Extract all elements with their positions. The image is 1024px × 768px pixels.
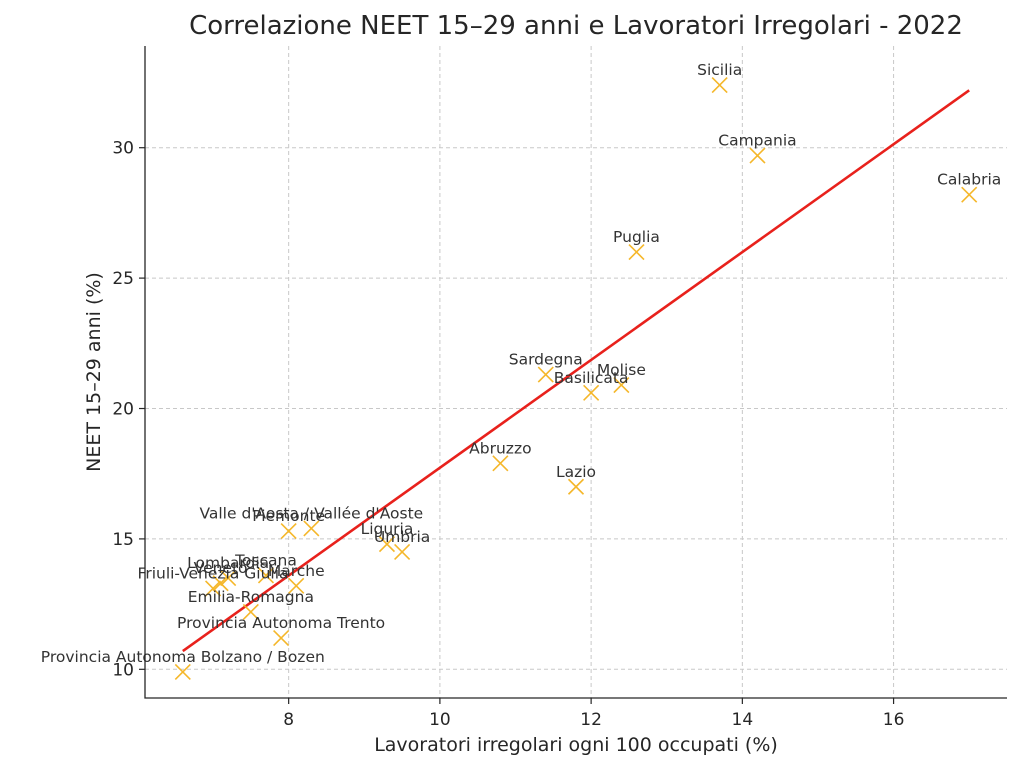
data-point-label: Liguria: [361, 520, 414, 538]
point-labels-layer: Sicilia Campania Calabria Puglia Sardegna Mol…: [41, 61, 1001, 666]
data-point-label: Marche: [268, 562, 325, 580]
y-tick-label: 30: [112, 139, 134, 159]
data-point: [583, 384, 600, 401]
data-point-stroke: [242, 603, 259, 621]
data-point-stroke: [303, 520, 320, 537]
data-point-stroke: [961, 186, 978, 203]
data-point-stroke: [257, 567, 275, 584]
data-point-label: Sicilia: [697, 61, 742, 79]
data-point-label: Piemonte: [252, 507, 325, 525]
data-point-label: Emilia-Romagna: [188, 588, 314, 606]
y-tick-label: 10: [112, 660, 134, 680]
data-point: [212, 575, 229, 592]
chart-title: Correlazione NEET 15–29 anni e Lavorator…: [189, 11, 963, 41]
x-tick-label: 10: [429, 710, 451, 730]
data-point: [242, 603, 259, 621]
data-point-label: Provincia Autonoma Bolzano / Bozen: [41, 648, 325, 666]
data-point-label: Lombardia: [187, 554, 269, 572]
data-point-stroke: [749, 147, 766, 164]
y-axis-label: NEET 15–29 anni (%): [83, 272, 105, 472]
y-axis-ticks: 10 15 20 25 30: [112, 139, 145, 680]
x-tick-label: 16: [883, 710, 905, 730]
y-tick-label: 20: [112, 400, 134, 420]
data-point-stroke: [492, 455, 509, 472]
data-point: [220, 569, 237, 587]
data-point: [204, 580, 222, 597]
data-point-stroke: [212, 575, 229, 592]
data-point: [613, 376, 630, 394]
data-point-stroke: [204, 580, 222, 597]
data-point-stroke: [583, 384, 600, 401]
data-point-label: Puglia: [613, 228, 660, 246]
data-point-label: Calabria: [937, 171, 1001, 189]
data-point-label: Molise: [597, 361, 646, 379]
x-tick-label: 8: [283, 710, 294, 730]
data-point-stroke: [273, 629, 290, 647]
data-point: [749, 147, 766, 164]
data-point-stroke: [288, 577, 305, 594]
data-point: [378, 536, 396, 553]
trend-line: [182, 89, 970, 653]
x-axis-label: Lavoratori irregolari ogni 100 occupati …: [374, 734, 778, 756]
data-point-label: Friuli-Venezia Giulia: [138, 564, 289, 582]
x-tick-label: 12: [580, 710, 602, 730]
data-point-label: Campania: [718, 132, 796, 150]
data-point: [628, 243, 645, 261]
data-point-label: Veneto: [194, 559, 248, 577]
data-point-label: Abruzzo: [469, 439, 531, 457]
points-layer: [174, 77, 978, 680]
data-point-label: Toscana: [234, 551, 297, 569]
data-point: [537, 366, 554, 383]
data-point: [961, 186, 978, 203]
x-axis-ticks: 8 10 12 14 16: [283, 698, 904, 730]
data-point: [394, 543, 411, 561]
data-point: [257, 567, 275, 584]
data-point-label: Provincia Autonoma Trento: [177, 614, 385, 632]
x-tick-label: 14: [732, 710, 754, 730]
y-tick-label: 25: [112, 269, 134, 289]
data-point-stroke: [220, 569, 237, 587]
data-point-stroke: [567, 478, 585, 495]
data-point-label: Sardegna: [509, 351, 583, 369]
data-point: [492, 455, 509, 472]
data-point: [280, 523, 297, 540]
data-point-stroke: [174, 663, 191, 680]
data-point: [303, 520, 320, 537]
y-tick-label: 15: [112, 530, 134, 550]
data-point: [288, 577, 305, 594]
data-point-label: Umbria: [374, 528, 430, 546]
data-point-stroke: [378, 536, 396, 553]
axes-spine: [144, 46, 1007, 699]
data-point-stroke: [394, 543, 411, 561]
data-point-stroke: [711, 77, 728, 94]
data-point-stroke: [613, 376, 630, 394]
data-point: [711, 77, 728, 94]
data-point-stroke: [628, 243, 645, 261]
data-point-label: Basilicata: [554, 369, 629, 387]
data-point: [567, 478, 585, 495]
data-point: [273, 629, 290, 647]
data-point: [174, 663, 191, 680]
data-point-stroke: [537, 366, 554, 383]
grid: [145, 46, 1007, 698]
data-point-stroke: [280, 523, 297, 540]
data-point-label: Valle d'Aosta / Vallée d'Aoste: [199, 504, 423, 522]
data-point-label: Lazio: [556, 463, 596, 481]
